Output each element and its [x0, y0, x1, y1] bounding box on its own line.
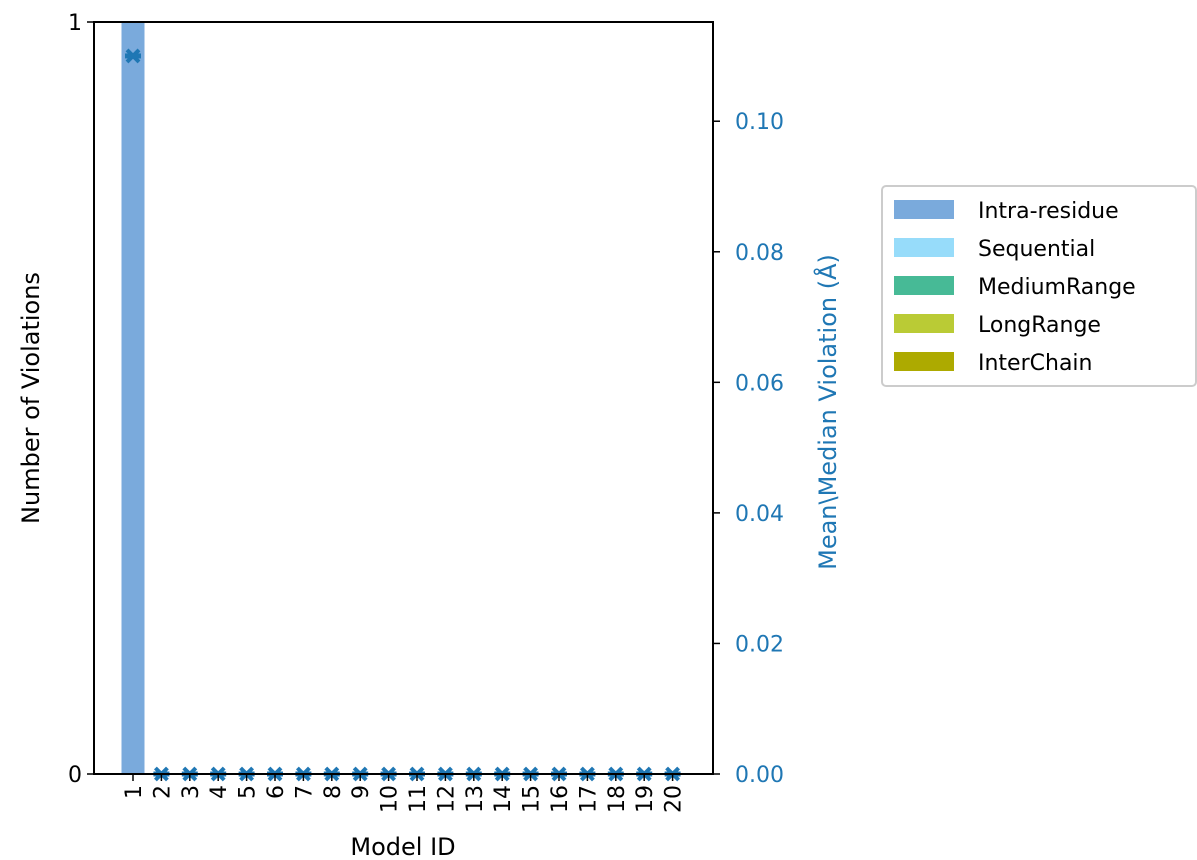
- x-tick-label-5: 5: [236, 785, 261, 799]
- legend-swatch-0: [894, 200, 954, 219]
- x-tick-label-4: 4: [207, 785, 232, 799]
- markers-layer: [125, 48, 681, 782]
- legend-swatch-3: [894, 314, 954, 333]
- x-tick-label-6: 6: [264, 785, 289, 799]
- x-tick-label-9: 9: [349, 785, 374, 799]
- x-tick-label-13: 13: [463, 785, 488, 813]
- x-axis-label: Model ID: [350, 833, 455, 860]
- x-tick-label-20: 20: [662, 785, 687, 813]
- x-tick-label-7: 7: [292, 785, 317, 799]
- x-tick-label-10: 10: [378, 785, 403, 813]
- y2-axis-label: Mean\Median Violation (Å): [813, 254, 842, 570]
- legend-swatch-2: [894, 276, 954, 295]
- y2-tick-label-0.04: 0.04: [735, 502, 784, 527]
- x-tick-label-8: 8: [321, 785, 346, 799]
- legend-label-4: InterChain: [978, 351, 1092, 376]
- x-tick-label-18: 18: [605, 785, 630, 813]
- bars-layer: [121, 22, 145, 774]
- legend-label-0: Intra-residue: [978, 199, 1119, 224]
- y2-axis-ticks: 0.00 0.02 0.04 0.06 0.08 0.10: [713, 110, 784, 788]
- legend: Intra-residue Sequential MediumRange LongRa…: [881, 185, 1197, 387]
- y-tick-label-1: 1: [68, 11, 82, 36]
- legend-label-3: LongRange: [978, 313, 1101, 338]
- x-tick-label-14: 14: [491, 785, 516, 813]
- x-axis-ticks: 1 2 3 4 5 6 7 8 9 10 11 12 13 14 15 16 17 18 19 20: [122, 774, 687, 813]
- legend-label-2: MediumRange: [978, 275, 1136, 300]
- y-axis-ticks: 01: [68, 11, 94, 788]
- plot-frame: [93, 21, 714, 775]
- y2-tick-label-0.06: 0.06: [735, 371, 784, 396]
- y-tick-label-0: 0: [68, 763, 82, 788]
- x-tick-label-12: 12: [434, 785, 459, 813]
- x-tick-label-1: 1: [122, 785, 147, 799]
- legend-swatch-4: [894, 352, 954, 371]
- y2-tick-label-0.00: 0.00: [735, 763, 784, 788]
- legend-label-1: Sequential: [978, 237, 1095, 262]
- legend-swatch-1: [894, 238, 954, 257]
- y2-tick-label-0.08: 0.08: [735, 241, 784, 266]
- x-tick-label-17: 17: [576, 785, 601, 813]
- legend-frame: [881, 185, 1197, 387]
- x-tick-label-3: 3: [179, 785, 204, 799]
- bar-1-series-0: [121, 22, 145, 774]
- y2-tick-label-0.10: 0.10: [735, 110, 784, 135]
- x-tick-label-2: 2: [150, 785, 175, 799]
- x-tick-label-16: 16: [548, 785, 573, 813]
- x-tick-label-11: 11: [406, 785, 431, 813]
- y-axis-label: Number of Violations: [17, 272, 45, 524]
- x-tick-label-15: 15: [520, 785, 545, 813]
- x-tick-label-19: 19: [633, 785, 658, 813]
- y2-tick-label-0.02: 0.02: [735, 632, 784, 657]
- marker-1: [125, 48, 141, 64]
